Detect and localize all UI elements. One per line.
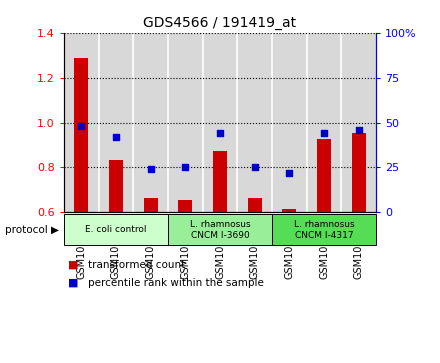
Point: [77, 123, 84, 129]
Text: transformed count: transformed count: [88, 260, 185, 270]
Bar: [352, 132, 366, 212]
Text: protocol ▶: protocol ▶: [5, 225, 59, 234]
Point: [216, 130, 224, 136]
Point: [182, 164, 189, 170]
Bar: [74, 58, 88, 212]
Text: L. rhamnosus
CNCM I-3690: L. rhamnosus CNCM I-3690: [190, 220, 250, 240]
Bar: [64, 214, 168, 245]
Text: ■: ■: [68, 278, 79, 288]
Text: E. coli control: E. coli control: [85, 225, 147, 234]
Point: [286, 170, 293, 176]
Bar: [109, 160, 123, 212]
Title: GDS4566 / 191419_at: GDS4566 / 191419_at: [143, 16, 297, 30]
Point: [321, 130, 328, 136]
Bar: [168, 214, 272, 245]
Point: [112, 134, 119, 140]
Bar: [282, 209, 297, 212]
Text: L. rhamnosus
CNCM I-4317: L. rhamnosus CNCM I-4317: [294, 220, 355, 240]
Text: ■: ■: [68, 260, 79, 270]
Bar: [248, 198, 262, 212]
Text: percentile rank within the sample: percentile rank within the sample: [88, 278, 264, 288]
Bar: [272, 214, 376, 245]
Point: [251, 164, 258, 170]
Bar: [213, 151, 227, 212]
Point: [147, 166, 154, 172]
Bar: [317, 139, 331, 212]
Point: [356, 127, 363, 132]
Bar: [143, 198, 158, 212]
Bar: [178, 200, 192, 212]
